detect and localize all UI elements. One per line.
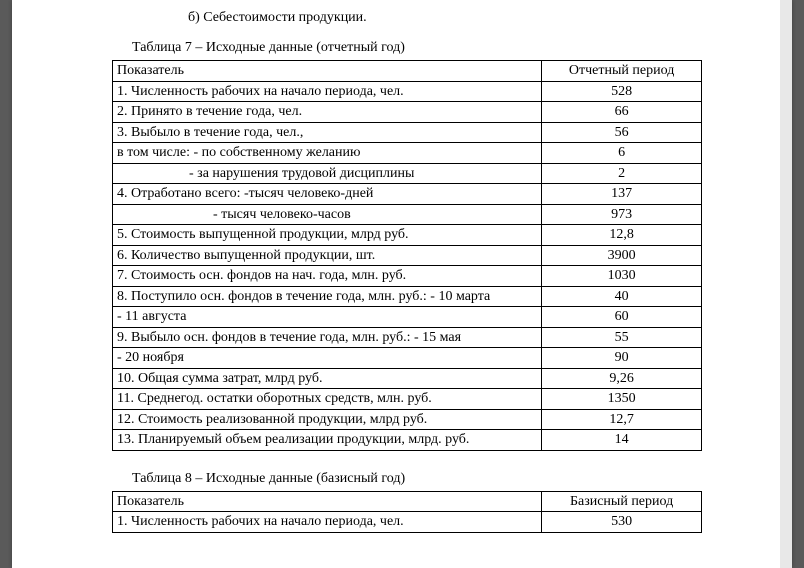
- table7-row: в том числе: - по собственному желанию6: [113, 143, 702, 164]
- table7: Показатель Отчетный период 1. Численност…: [112, 60, 702, 451]
- table7-value: 14: [542, 430, 702, 451]
- table8-header-period: Базисный период: [542, 491, 702, 512]
- table7-row: 9. Выбыло осн. фондов в течение года, мл…: [113, 327, 702, 348]
- table7-row: 13. Планируемый объем реализации продукц…: [113, 430, 702, 451]
- table7-row: 5. Стоимость выпущенной продукции, млрд …: [113, 225, 702, 246]
- table7-value: 55: [542, 327, 702, 348]
- table7-caption: Таблица 7 – Исходные данные (отчетный го…: [132, 40, 732, 56]
- section-b-text: б) Себестоимости продукции.: [188, 10, 732, 26]
- table7-row: 3. Выбыло в течение года, чел.,56: [113, 122, 702, 143]
- table7-value: 9,26: [542, 368, 702, 389]
- table7-row: - за нарушения трудовой дисциплины2: [113, 163, 702, 184]
- table7-row: - 11 августа60: [113, 307, 702, 328]
- table7-row: 10. Общая сумма затрат, млрд руб.9,26: [113, 368, 702, 389]
- table7-value: 56: [542, 122, 702, 143]
- table7-value: 973: [542, 204, 702, 225]
- table7-value: 1350: [542, 389, 702, 410]
- table7-label: 5. Стоимость выпущенной продукции, млрд …: [113, 225, 542, 246]
- table7-header-indicator: Показатель: [113, 61, 542, 82]
- table7-label: в том числе: - по собственному желанию: [113, 143, 542, 164]
- table8-caption: Таблица 8 – Исходные данные (базисный го…: [132, 471, 732, 487]
- table7-header-period: Отчетный период: [542, 61, 702, 82]
- table7-row: - 20 ноября90: [113, 348, 702, 369]
- table7-row: 6. Количество выпущенной продукции, шт.3…: [113, 245, 702, 266]
- table7-value: 1030: [542, 266, 702, 287]
- table7-row: 7. Стоимость осн. фондов на нач. года, м…: [113, 266, 702, 287]
- table8-value: 530: [542, 512, 702, 533]
- table7-row: 1. Численность рабочих на начало периода…: [113, 81, 702, 102]
- table7-label: 6. Количество выпущенной продукции, шт.: [113, 245, 542, 266]
- table7-label: 1. Численность рабочих на начало периода…: [113, 81, 542, 102]
- table7-row: 8. Поступило осн. фондов в течение года,…: [113, 286, 702, 307]
- table7-label: 2. Принято в течение года, чел.: [113, 102, 542, 123]
- table7-label: 9. Выбыло осн. фондов в течение года, мл…: [113, 327, 542, 348]
- table7-row: 12. Стоимость реализованной продукции, м…: [113, 409, 702, 430]
- table8-header-row: Показатель Базисный период: [113, 491, 702, 512]
- table7-label: 8. Поступило осн. фондов в течение года,…: [113, 286, 542, 307]
- table7-label: - тысяч человеко-часов: [113, 204, 542, 225]
- table7-label: 4. Отработано всего: -тысяч человеко-дне…: [113, 184, 542, 205]
- table7-label: 7. Стоимость осн. фондов на нач. года, м…: [113, 266, 542, 287]
- table7-row: 4. Отработано всего: -тысяч человеко-дне…: [113, 184, 702, 205]
- table7-value: 40: [542, 286, 702, 307]
- table7-value: 3900: [542, 245, 702, 266]
- table8: Показатель Базисный период 1. Численност…: [112, 491, 702, 533]
- table7-label: - 11 августа: [113, 307, 542, 328]
- table7-value: 12,7: [542, 409, 702, 430]
- table7-label: - 20 ноября: [113, 348, 542, 369]
- table7-value: 137: [542, 184, 702, 205]
- table7-label: 11. Среднегод. остатки оборотных средств…: [113, 389, 542, 410]
- document-page: б) Себестоимости продукции. Таблица 7 – …: [12, 0, 792, 568]
- table7-row: 11. Среднегод. остатки оборотных средств…: [113, 389, 702, 410]
- table7-value: 66: [542, 102, 702, 123]
- table7-label: 12. Стоимость реализованной продукции, м…: [113, 409, 542, 430]
- table8-row: 1. Численность рабочих на начало периода…: [113, 512, 702, 533]
- table7-value: 6: [542, 143, 702, 164]
- table7-header-row: Показатель Отчетный период: [113, 61, 702, 82]
- scrollbar-edge: [780, 0, 792, 568]
- table7-value: 2: [542, 163, 702, 184]
- table7-label: 3. Выбыло в течение года, чел.,: [113, 122, 542, 143]
- table7-value: 60: [542, 307, 702, 328]
- table7-label: 13. Планируемый объем реализации продукц…: [113, 430, 542, 451]
- table7-row: 2. Принято в течение года, чел.66: [113, 102, 702, 123]
- table7-label: 10. Общая сумма затрат, млрд руб.: [113, 368, 542, 389]
- table7-value: 528: [542, 81, 702, 102]
- table7-row: - тысяч человеко-часов973: [113, 204, 702, 225]
- table8-header-indicator: Показатель: [113, 491, 542, 512]
- table8-label: 1. Численность рабочих на начало периода…: [113, 512, 542, 533]
- table7-value: 12,8: [542, 225, 702, 246]
- table7-label: - за нарушения трудовой дисциплины: [113, 163, 542, 184]
- table7-value: 90: [542, 348, 702, 369]
